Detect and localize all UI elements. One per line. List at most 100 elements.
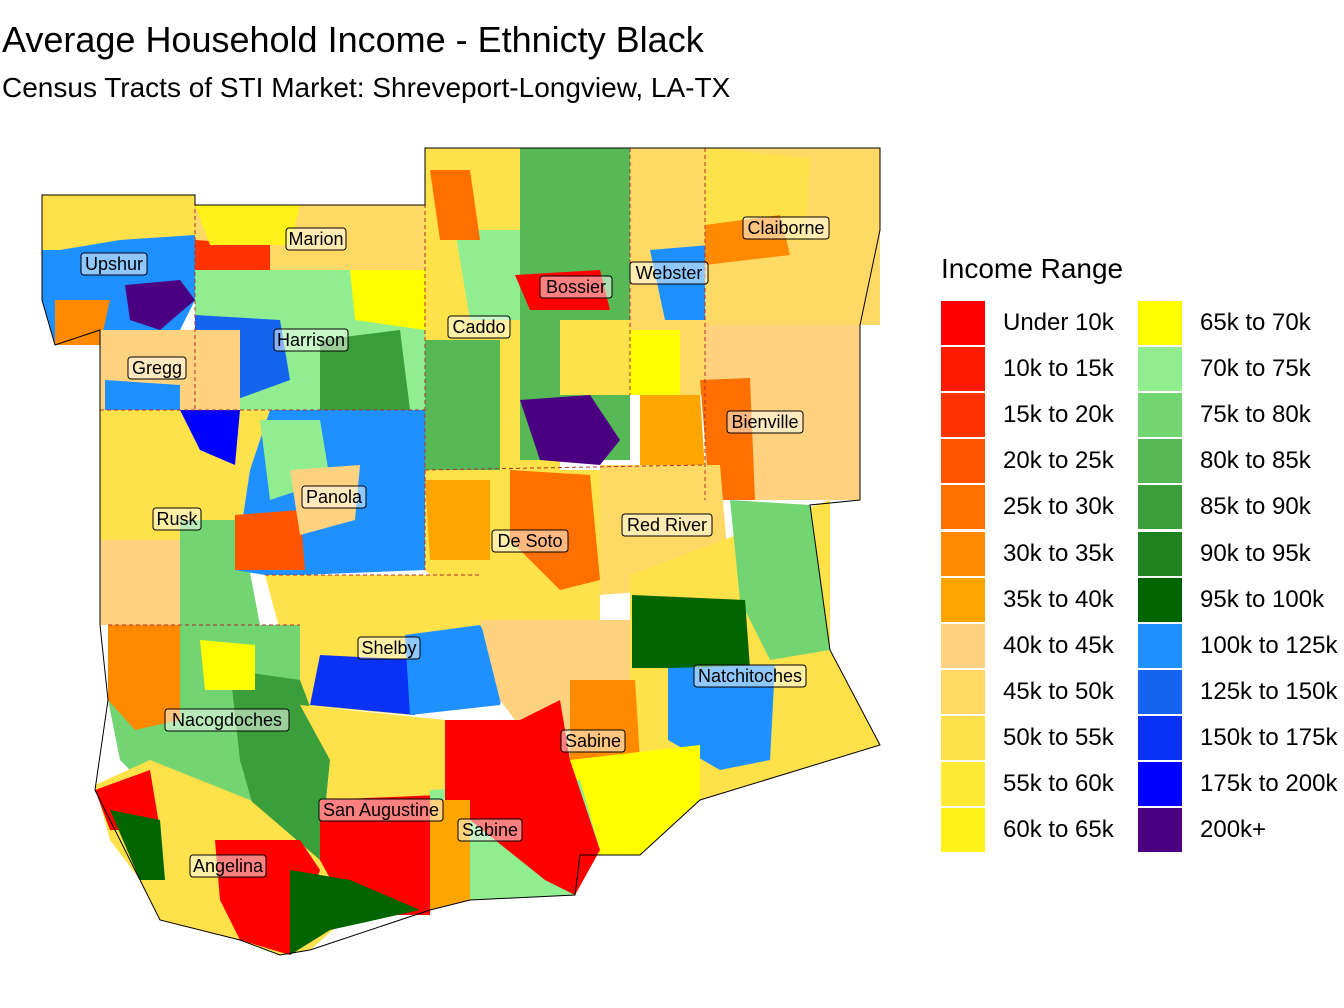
svg-text:De Soto: De Soto (497, 531, 562, 551)
legend-swatch (1138, 485, 1182, 530)
county-labels: Upshur Marion Caddo Bossier Webster Clai… (80, 216, 830, 878)
tract-rusk-navy (180, 410, 240, 465)
legend-label: 200k+ (1200, 816, 1267, 844)
legend-label: 35k to 40k (1003, 585, 1114, 613)
legend-item: 200k+ (1138, 808, 1267, 853)
legend-swatch (941, 531, 985, 576)
legend-swatch (941, 485, 985, 530)
legend-item: 125k to 150k (1138, 669, 1337, 714)
legend-label: 75k to 80k (1200, 401, 1311, 429)
legend-swatch (941, 715, 985, 760)
tract-angelina-green2 (290, 870, 420, 955)
legend-label: 80k to 85k (1200, 447, 1311, 475)
legend-swatch (1138, 577, 1182, 622)
svg-text:Rusk: Rusk (156, 509, 198, 529)
legend-item: 15k to 20k (941, 393, 1114, 438)
svg-text:Nacogdoches: Nacogdoches (172, 710, 282, 730)
market-outline (41, 147, 881, 956)
legend-swatch (941, 762, 985, 806)
legend-swatch (941, 439, 985, 484)
tract-nacogdoches-orange (108, 625, 180, 730)
svg-text:Bossier: Bossier (546, 277, 606, 297)
legend-swatch (1138, 762, 1182, 806)
county-label-caddo: Caddo (447, 315, 511, 339)
county-label-nacogdoches: Nacogdoches (164, 708, 290, 732)
tract-angelina-darkgreen (110, 810, 165, 880)
legend-item: 75k to 80k (1138, 393, 1311, 438)
legend-swatch (1138, 439, 1182, 484)
legend-item: 55k to 60k (941, 762, 1114, 806)
county-label-gregg: Gregg (127, 356, 187, 380)
county-label-claiborne: Claiborne (742, 216, 830, 240)
legend-item: 30k to 35k (941, 531, 1114, 576)
svg-text:Sabine: Sabine (565, 731, 621, 751)
legend-item: 100k to 125k (1138, 623, 1338, 668)
tract-natchitoches-green (730, 500, 830, 660)
tract-natchitoches-darkgreen (632, 595, 750, 668)
county-label-bienville: Bienville (726, 410, 804, 434)
legend-swatch (1138, 669, 1182, 714)
legend-label: Under 10k (1003, 309, 1114, 336)
legend-item: 85k to 90k (1138, 485, 1311, 530)
legend-swatch (1138, 301, 1182, 345)
legend-label: 150k to 175k (1200, 723, 1338, 751)
svg-text:Red River: Red River (627, 515, 707, 535)
tract-desoto-lightorange (425, 480, 490, 560)
legend-swatch (941, 301, 985, 345)
tract-natchitoches-blue (668, 665, 775, 770)
legend-swatch (1138, 393, 1182, 438)
legend-label: 20k to 25k (1003, 447, 1114, 475)
tract-shelby-lightblue (405, 625, 505, 715)
legend-label: 90k to 95k (1200, 539, 1311, 567)
svg-text:Caddo: Caddo (452, 317, 505, 337)
county-label-redriver: Red River (621, 513, 713, 537)
legend-swatch (941, 347, 985, 392)
legend-swatch (941, 577, 985, 622)
county-borders (100, 148, 706, 626)
county-label-rusk: Rusk (152, 507, 202, 531)
county-label-sabine-la: Sabine (560, 729, 626, 753)
legend-label: 100k to 125k (1200, 631, 1338, 659)
county-label-panola: Panola (301, 485, 367, 509)
legend-label: 65k to 70k (1200, 309, 1311, 336)
legend-item: 90k to 95k (1138, 531, 1311, 576)
tract-marion-yellow (195, 205, 300, 245)
legend-swatch (1138, 623, 1182, 668)
county-label-sabine-tx: Sabine (457, 818, 523, 842)
legend-swatch (941, 623, 985, 668)
legend-label: 70k to 75k (1200, 355, 1311, 383)
legend-label: 10k to 15k (1003, 355, 1114, 383)
legend-label: 45k to 50k (1003, 677, 1114, 705)
legend-swatch (1138, 808, 1182, 853)
legend-item: 10k to 15k (941, 347, 1114, 392)
legend-label: 15k to 20k (1003, 401, 1114, 429)
svg-text:Webster: Webster (636, 263, 703, 283)
svg-text:Upshur: Upshur (85, 254, 143, 274)
legend-label: 95k to 100k (1200, 585, 1325, 613)
tract-upshur-north (42, 195, 195, 250)
legend-label: 85k to 90k (1200, 493, 1311, 521)
county-label-desoto: De Soto (491, 529, 569, 553)
svg-text:Claiborne: Claiborne (747, 218, 824, 238)
legend-swatch (1138, 531, 1182, 576)
tract-webster-yellow (630, 330, 680, 395)
tract-caddo-darkgreen (425, 340, 500, 470)
legend-swatch (1138, 347, 1182, 392)
tract-upshur-orange (55, 300, 110, 345)
legend-item: 20k to 25k (941, 439, 1114, 484)
tract-sabine-la-yellow (570, 745, 700, 855)
county-label-webster: Webster (629, 261, 709, 285)
legend-item: 80k to 85k (1138, 439, 1311, 484)
legend-label: 60k to 65k (1003, 816, 1114, 844)
tract-shelby-blue (310, 655, 420, 715)
map-title: Average Household Income - Ethnicty Blac… (2, 19, 704, 60)
legend-label: 50k to 55k (1003, 723, 1114, 751)
tract-caddo-green (455, 230, 520, 320)
legend-label: 175k to 200k (1200, 770, 1338, 797)
legend-item: 35k to 40k (941, 577, 1114, 622)
county-label-shelby: Shelby (357, 636, 421, 660)
tract-bossier-yellow (560, 320, 630, 395)
legend-label: 30k to 35k (1003, 539, 1114, 567)
county-label-sanaugustine: San Augustine (318, 798, 444, 822)
